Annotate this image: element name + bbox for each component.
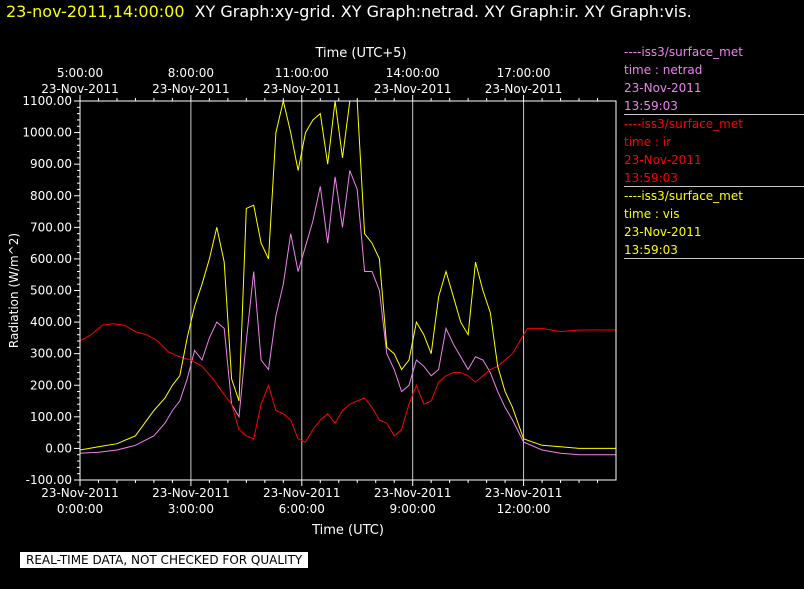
- grid: [190, 101, 525, 480]
- x-tick-time: 9:00:00: [390, 502, 436, 516]
- legend-divider: [624, 114, 804, 115]
- legend-source: ----iss3/surface_met: [624, 45, 743, 59]
- legend-source: ----iss3/surface_met: [624, 117, 743, 131]
- quality-disclaimer: REAL-TIME DATA, NOT CHECKED FOR QUALITY: [20, 552, 309, 568]
- x-tick-time: 3:00:00: [168, 502, 214, 516]
- y-tick-label: -100.00: [26, 473, 72, 487]
- legend-source: ----iss3/surface_met: [624, 189, 743, 203]
- x2-tick-time: 8:00:00: [168, 66, 214, 80]
- x2-axis-title: Time (UTC+5): [314, 46, 406, 61]
- y-tick-label: 400.00: [30, 315, 72, 329]
- x2-tick-date: 23-Nov-2011: [374, 82, 452, 96]
- x-tick-date: 23-Nov-2011: [263, 486, 341, 500]
- y-tick-label: 200.00: [30, 378, 72, 392]
- x-tick-time: 6:00:00: [279, 502, 325, 516]
- legend-divider: [624, 186, 804, 187]
- x-tick-date: 23-Nov-2011: [374, 486, 452, 500]
- axes: -100.00 0.00 100.00 200.00 300.00 400.00 500.0…: [7, 46, 617, 538]
- legend-date: 23-Nov-2011: [624, 81, 702, 95]
- x-tick-time: 12:00:00: [497, 502, 551, 516]
- x2-tick-date: 23-Nov-2011: [152, 82, 230, 96]
- page-header: 23-nov-2011,14:00:00 XY Graph:xy-grid. XY…: [6, 2, 692, 21]
- y-tick-label: 700.00: [30, 220, 72, 234]
- x2-tick-time: 17:00:00: [497, 66, 551, 80]
- legend-entry-ir[interactable]: ----iss3/surface_met time : ir 23-Nov-20…: [624, 115, 743, 187]
- y-tick-label: 900.00: [30, 157, 72, 171]
- x-tick-date: 23-Nov-2011: [485, 486, 563, 500]
- plot-area: [80, 101, 616, 456]
- x2-tick-time: 5:00:00: [57, 66, 103, 80]
- legend-time: 13:59:03: [624, 243, 678, 257]
- y-tick-label: 0.00: [45, 441, 72, 455]
- legend-date: 23-Nov-2011: [624, 153, 702, 167]
- legend-label: time : netrad: [624, 63, 703, 77]
- y-tick-label: 800.00: [30, 189, 72, 203]
- legend-date: 23-Nov-2011: [624, 225, 702, 239]
- x2-tick-date: 23-Nov-2011: [485, 82, 563, 96]
- y-tick-label: 100.00: [30, 410, 72, 424]
- y-axis-title: Radiation (W/m^2): [7, 233, 21, 348]
- y-tick-label: 500.00: [30, 284, 72, 298]
- plot-frame: [79, 100, 617, 481]
- x-tick-date: 23-Nov-2011: [41, 486, 119, 500]
- legend-divider: [624, 258, 804, 259]
- x-tick-time: 0:00:00: [57, 502, 103, 516]
- x2-tick-time: 11:00:00: [275, 66, 329, 80]
- y-tick-label: 1100.00: [22, 94, 72, 108]
- y-tick-label: 600.00: [30, 252, 72, 266]
- header-timestamp: 23-nov-2011,14:00:00: [6, 2, 185, 21]
- x-tick-date: 23-Nov-2011: [152, 486, 230, 500]
- x2-tick-time: 14:00:00: [386, 66, 440, 80]
- legend-entry-vis[interactable]: ----iss3/surface_met time : vis 23-Nov-2…: [624, 187, 743, 259]
- x-axis-title: Time (UTC): [311, 523, 384, 538]
- series-line-ir: [80, 323, 616, 443]
- legend-time: 13:59:03: [624, 171, 678, 185]
- header-graph-list: XY Graph:xy-grid. XY Graph:netrad. XY Gr…: [194, 2, 692, 21]
- legend-label: time : vis: [624, 207, 680, 221]
- x2-tick-date: 23-Nov-2011: [41, 82, 119, 96]
- y-tick-label: 1000.00: [22, 126, 72, 140]
- legend-label: time : ir: [624, 135, 672, 149]
- y-tick-label: 300.00: [30, 347, 72, 361]
- legend-time: 13:59:03: [624, 99, 678, 113]
- legend-entry-netrad[interactable]: ----iss3/surface_met time : netrad 23-No…: [624, 43, 743, 115]
- series-line-vis: [80, 101, 616, 451]
- x2-tick-date: 23-Nov-2011: [263, 82, 341, 96]
- series-line-netrad: [80, 170, 616, 456]
